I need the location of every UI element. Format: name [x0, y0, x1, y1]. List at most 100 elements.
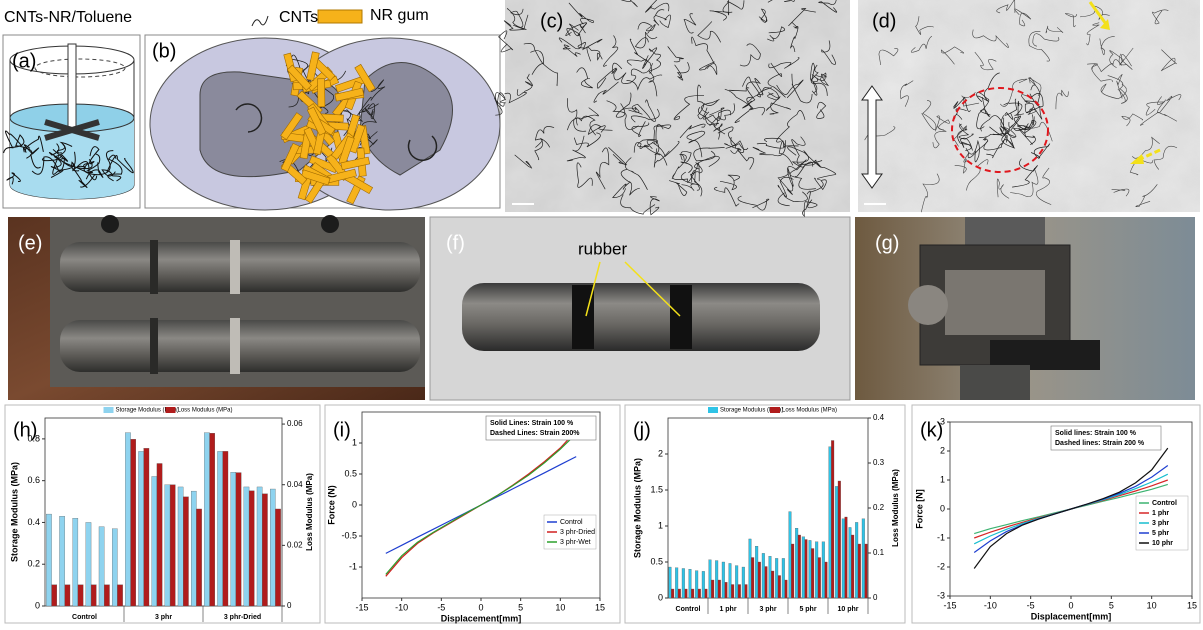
y-tick-label: 2 [940, 445, 945, 455]
y2-tick-label: 0.02 [287, 540, 303, 549]
bar [769, 556, 772, 598]
y-axis-label: Force (N) [326, 485, 336, 525]
y2-tick-label: 0.04 [287, 480, 303, 489]
bar [275, 509, 280, 606]
legend-label: Control [1152, 500, 1177, 507]
legend-cnts: CNTs [279, 9, 318, 26]
bar [738, 585, 741, 599]
gum-legend-icon [318, 10, 362, 23]
y2-axis-label: Loss Modulus (MPa) [891, 469, 900, 547]
bar [191, 491, 196, 606]
legend-swatch [104, 407, 114, 413]
y-tick-label: -0.5 [341, 530, 357, 540]
x-axis-label: Displacement[mm] [1031, 611, 1112, 621]
x-tick-label: 5 [518, 602, 523, 612]
scale-bar [512, 203, 534, 205]
gap [150, 240, 158, 294]
y-tick-label: 0.6 [27, 475, 40, 485]
bar [204, 433, 209, 606]
bar [771, 571, 774, 598]
rubber-label: rubber [578, 239, 627, 258]
y-tick-label: 0.5 [344, 468, 357, 478]
bar [705, 589, 708, 598]
bar [838, 481, 841, 598]
bar [689, 569, 692, 598]
y-axis-label: Storage Modulus (MPa) [9, 462, 19, 562]
group-label: 3 phr-Dried [224, 614, 261, 621]
charts: 00.20.40.60.8Storage Modulus (MPa)00.020… [5, 405, 1200, 623]
panel-label: (k) [920, 419, 943, 441]
bar [52, 585, 57, 606]
bar [795, 528, 798, 598]
legend-label: 3 phr [1152, 520, 1169, 527]
y-axis-label: Storage Modulus (MPa) [632, 458, 642, 558]
bar [236, 473, 241, 606]
panel-label: (f) [446, 232, 465, 254]
bar [782, 558, 785, 598]
header: CNTs-NR/Toluene [4, 9, 132, 26]
y-tick-label: 0 [940, 503, 945, 513]
x-tick-label: 5 [1109, 600, 1114, 610]
legend-label: 3 phr-Wet [560, 539, 591, 546]
bar [678, 589, 681, 598]
panel-label: (e) [18, 232, 42, 254]
bar [745, 585, 748, 599]
bolt-hole [101, 215, 119, 233]
bar [731, 585, 734, 599]
group-label: 1 phr [719, 606, 736, 613]
legend-swatch [708, 407, 718, 413]
legend-label: 5 phr [1152, 530, 1169, 537]
bar [775, 558, 778, 598]
x-tick-label: 10 [1147, 600, 1157, 610]
rubber-layer [670, 285, 692, 349]
y-tick-label: 0.4 [27, 517, 40, 527]
y-tick-label: -1 [937, 532, 945, 542]
bar [157, 463, 162, 606]
legend-label: Control [560, 519, 583, 526]
fixture-disc [908, 285, 948, 325]
bar [729, 563, 732, 598]
y2-tick-label: 0.1 [873, 548, 885, 557]
fixture-window [945, 270, 1045, 335]
legend-label: 3 phr-Dried [560, 529, 595, 536]
panel-label: (i) [333, 419, 351, 441]
gum-stick [317, 79, 324, 107]
bar [855, 522, 858, 598]
panel-label: (d) [872, 10, 896, 32]
bar [778, 576, 781, 599]
bar [725, 582, 728, 598]
bar [65, 585, 70, 606]
bar [671, 589, 674, 598]
x-tick-label: -5 [1027, 600, 1035, 610]
bar [862, 519, 865, 598]
legend-label: Loss Modulus (MPa) [178, 408, 233, 414]
x-tick-label: 15 [595, 602, 605, 612]
bar [809, 540, 812, 598]
group-label: 5 phr [799, 606, 816, 613]
specimen-rod [462, 283, 820, 351]
group-label: Control [676, 606, 701, 613]
bar [829, 447, 832, 598]
y-tick-label: 0 [35, 600, 40, 610]
legend-swatch [166, 407, 176, 413]
bar [842, 519, 845, 598]
bar [802, 537, 805, 598]
annotation: Solid Lines: Strain 100 % [490, 420, 574, 427]
gap [230, 318, 240, 374]
bar [217, 451, 222, 606]
legend-label: 1 phr [1152, 510, 1169, 517]
gap [230, 240, 240, 294]
bar [762, 553, 765, 598]
bar [270, 489, 275, 606]
bar [165, 485, 170, 606]
bar [735, 566, 738, 598]
y2-tick-label: 0.06 [287, 419, 303, 428]
y-tick-label: 0 [352, 499, 357, 509]
y2-axis-label: Loss Modulus (MPa) [305, 473, 314, 551]
bar [805, 540, 808, 599]
legend-gum: NR gum [370, 7, 429, 24]
bar [755, 546, 758, 598]
y2-tick-label: 0.2 [873, 503, 885, 512]
x-tick-label: -15 [943, 600, 956, 610]
bar [751, 558, 754, 599]
